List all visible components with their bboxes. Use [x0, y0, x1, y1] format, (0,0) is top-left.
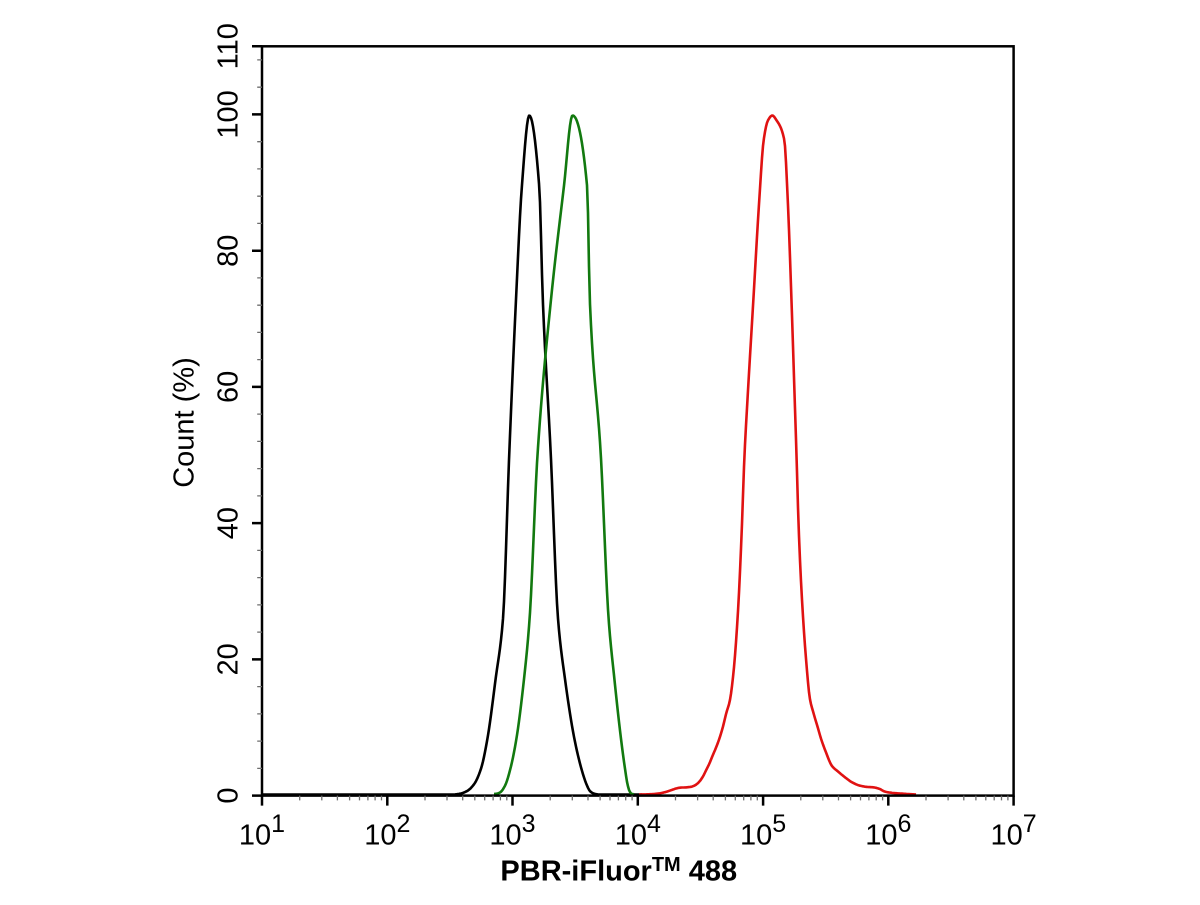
svg-text:80: 80 [213, 235, 245, 267]
svg-text:110: 110 [213, 23, 245, 69]
svg-text:60: 60 [213, 371, 245, 403]
svg-text:0: 0 [213, 788, 245, 804]
svg-text:20: 20 [213, 643, 245, 675]
svg-text:PBR-iFluorTM 488: PBR-iFluorTM 488 [500, 854, 737, 888]
svg-text:100: 100 [213, 90, 245, 138]
svg-text:40: 40 [213, 507, 245, 539]
svg-text:Count (%): Count (%) [169, 357, 201, 488]
